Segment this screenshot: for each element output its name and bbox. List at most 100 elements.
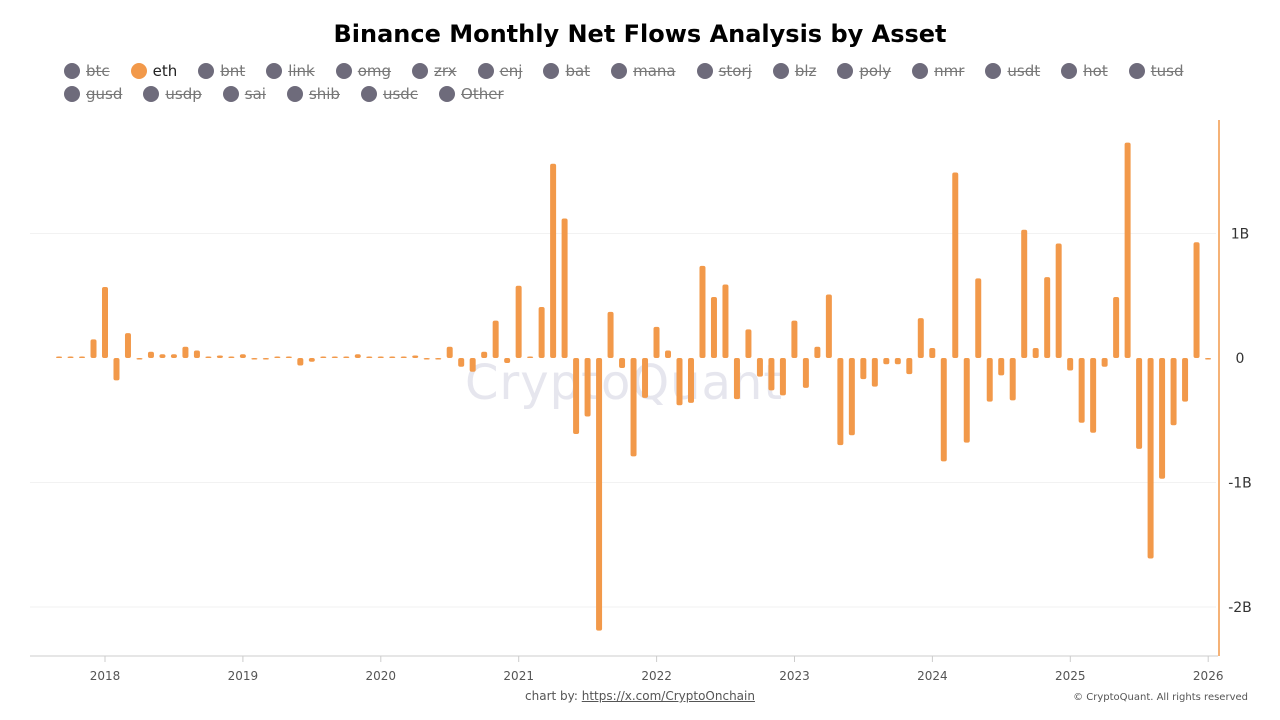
legend-item-other[interactable]: Other	[439, 83, 504, 104]
legend-item-tusd[interactable]: tusd	[1128, 60, 1184, 81]
legend-dot-icon	[543, 62, 560, 79]
bar-2020-04	[412, 355, 419, 358]
bar-2019-10	[343, 356, 350, 358]
legend-label: zrx	[434, 61, 457, 80]
legend-dot-icon	[222, 85, 239, 102]
legend-item-nmr[interactable]: nmr	[912, 60, 964, 81]
legend-item-eth[interactable]: eth	[130, 60, 178, 81]
legend-label: usdp	[165, 84, 202, 103]
footer-prefix: chart by:	[525, 689, 582, 703]
legend-dot-icon	[286, 85, 303, 102]
legend-label: usdt	[1007, 61, 1041, 80]
bar-2020-01	[377, 356, 384, 358]
legend-item-hot[interactable]: hot	[1061, 60, 1108, 81]
bar-2023-10	[894, 358, 901, 365]
bar-2018-09	[193, 350, 200, 358]
x-tick-label: 2019	[228, 669, 259, 683]
x-tick-label: 2024	[917, 669, 948, 683]
x-tick-label: 2023	[779, 669, 810, 683]
legend-label: hot	[1083, 61, 1108, 80]
legend-label: eth	[152, 61, 178, 80]
bar-2025-06	[1124, 142, 1131, 358]
legend-label: enj	[499, 61, 523, 80]
bar-2021-06	[573, 358, 580, 434]
legend-item-mana[interactable]: mana	[611, 60, 676, 81]
legend-dot-icon	[985, 62, 1002, 79]
bar-2022-09	[745, 329, 752, 358]
bar-2022-01	[653, 326, 660, 358]
bar-2022-12	[779, 358, 786, 396]
bar-2023-01	[791, 320, 798, 358]
bar-2019-09	[331, 356, 338, 358]
legend-dot-icon	[611, 62, 628, 79]
y-tick-label: 0	[1236, 351, 1245, 367]
legend-dot-icon	[64, 62, 80, 79]
bar-2018-10	[205, 356, 212, 358]
legend-label: nmr	[934, 61, 965, 80]
bar-2017-10	[67, 356, 74, 358]
legend-item-blz[interactable]: blz	[772, 60, 816, 81]
bar-2021-09	[607, 311, 614, 358]
bar-2022-06	[710, 296, 717, 358]
legend-item-link[interactable]: link	[266, 60, 315, 81]
bar-2018-05	[147, 351, 154, 358]
legend-dot-icon	[360, 85, 377, 102]
legend-label: tusd	[1150, 61, 1184, 80]
legend-dot-icon	[412, 62, 429, 79]
legend-item-usdc[interactable]: usdc	[360, 83, 418, 104]
bar-2022-07	[722, 284, 729, 358]
x-tick-label: 2020	[366, 669, 397, 683]
bar-2025-01	[1067, 358, 1074, 371]
legend-label: link	[288, 61, 315, 80]
legend-item-bnt[interactable]: bnt	[198, 60, 245, 81]
legend-label: gusd	[86, 84, 123, 103]
bar-2018-11	[216, 355, 223, 358]
legend-item-omg[interactable]: omg	[335, 60, 392, 81]
bar-2020-05	[423, 358, 430, 360]
legend-dot-icon	[912, 62, 929, 79]
bar-2021-03	[538, 306, 545, 358]
bar-2023-05	[837, 358, 844, 446]
legend-label: sai	[244, 84, 266, 103]
legend-label: omg	[357, 61, 392, 80]
bar-2025-05	[1113, 296, 1120, 358]
legend-item-usdp[interactable]: usdp	[143, 83, 202, 104]
legend-item-sai[interactable]: sai	[222, 83, 266, 104]
bar-2020-11	[492, 320, 499, 358]
legend-dot-icon	[1061, 62, 1078, 79]
bar-2017-11	[79, 356, 86, 358]
bar-2020-06	[435, 358, 442, 360]
bar-2019-11	[354, 354, 361, 358]
bar-2025-04	[1101, 358, 1108, 367]
bar-2022-02	[665, 350, 672, 358]
legend-item-btc[interactable]: btc	[64, 60, 110, 81]
legend-item-enj[interactable]: enj	[477, 60, 523, 81]
bar-2024-03	[952, 172, 959, 358]
bar-2018-07	[170, 354, 177, 358]
legend-item-poly[interactable]: poly	[837, 60, 891, 81]
bar-2023-08	[871, 358, 878, 387]
legend-item-bat[interactable]: bat	[543, 60, 590, 81]
legend-item-zrx[interactable]: zrx	[412, 60, 457, 81]
x-tick-label: 2022	[641, 669, 672, 683]
legend-item-shib[interactable]: shib	[286, 83, 340, 104]
legend-item-gusd[interactable]: gusd	[64, 83, 122, 104]
footer-link[interactable]: https://x.com/CryptoOnchain	[581, 689, 755, 703]
legend-dot-icon	[696, 62, 713, 79]
bar-2021-12	[642, 358, 649, 398]
bar-2019-07	[308, 358, 315, 362]
legend-item-usdt[interactable]: usdt	[985, 60, 1040, 81]
bar-2024-01	[929, 348, 936, 358]
legend-label: shib	[308, 84, 340, 103]
bar-2020-09	[469, 358, 476, 372]
legend-dot-icon	[477, 62, 494, 79]
bar-2018-01	[102, 287, 108, 358]
bar-2022-05	[699, 265, 706, 358]
legend-label: storj	[718, 61, 752, 80]
legend-label: mana	[633, 61, 676, 80]
legend-item-storj[interactable]: storj	[696, 60, 752, 81]
bar-2022-10	[756, 358, 763, 377]
bar-2021-07	[584, 358, 591, 417]
bar-2025-09	[1159, 358, 1166, 479]
